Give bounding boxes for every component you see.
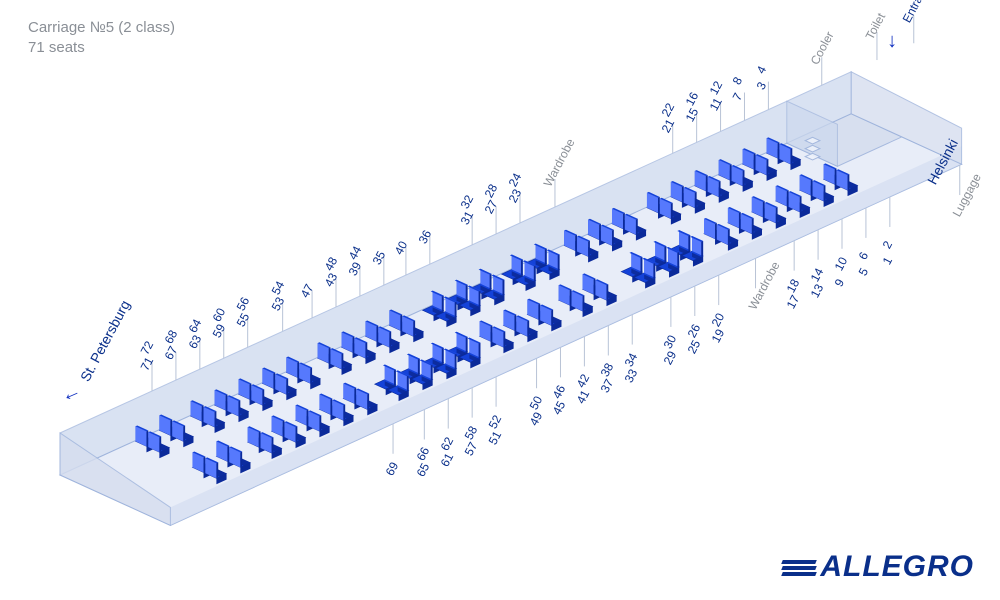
brand-logo: ALLEGRO bbox=[782, 550, 974, 584]
carriage-diagram bbox=[0, 0, 1000, 600]
entrance-arrow-icon: ↓ bbox=[887, 30, 897, 53]
logo-stripes-icon bbox=[782, 558, 816, 578]
brand-name: ALLEGRO bbox=[820, 550, 974, 583]
